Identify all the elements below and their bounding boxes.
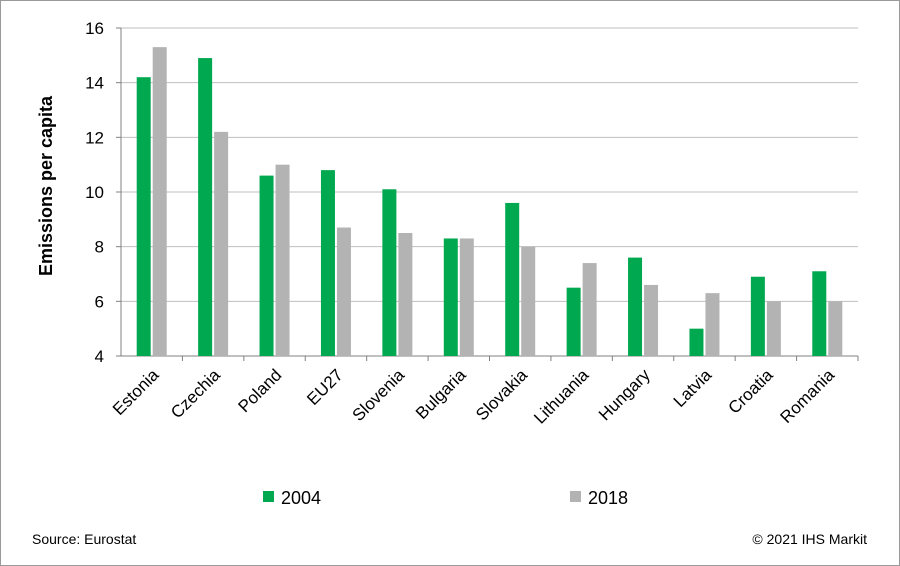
bar-2018-eu27 bbox=[336, 227, 351, 356]
bar-2004-czechia bbox=[198, 58, 213, 357]
bar-2018-romania bbox=[828, 301, 843, 356]
x-tick-label: Czechia bbox=[167, 365, 224, 422]
y-tick-label: 16 bbox=[85, 19, 104, 38]
bar-2018-hungary bbox=[644, 284, 659, 356]
bar-2004-slovakia bbox=[505, 202, 520, 356]
y-tick-labels: 4 6 8 10 12 14 16 bbox=[85, 19, 104, 366]
copyright-note: © 2021 IHS Markit bbox=[752, 531, 867, 547]
x-tick-label: Estonia bbox=[109, 365, 163, 419]
x-tick-labels: Estonia Czechia Poland EU27 Slovenia Bulgaria… bbox=[109, 365, 838, 428]
y-tick-label: 12 bbox=[85, 128, 104, 147]
bar-2004-croatia bbox=[750, 276, 765, 356]
bar-2004-poland bbox=[259, 175, 274, 356]
x-tick-label: Lithuania bbox=[530, 365, 593, 428]
bar-2004-lithuania bbox=[566, 287, 581, 356]
bar-2004-latvia bbox=[689, 328, 704, 356]
axes bbox=[116, 27, 859, 361]
bar-2018-latvia bbox=[705, 293, 720, 356]
y-tick-label: 8 bbox=[95, 238, 104, 257]
x-tick-label: Croatia bbox=[725, 365, 778, 418]
y-tick-label: 6 bbox=[95, 292, 104, 311]
bar-2004-eu27 bbox=[320, 170, 335, 356]
x-tick-label: Hungary bbox=[595, 365, 654, 424]
bar-2018-slovakia bbox=[521, 246, 536, 356]
legend-swatch-2004 bbox=[263, 491, 274, 502]
bar-2004-hungary bbox=[628, 257, 643, 356]
x-tick-label: Slovakia bbox=[472, 365, 531, 424]
x-tick-label: Romania bbox=[777, 365, 839, 427]
y-axis-label: Emissions per capita bbox=[36, 95, 56, 276]
bar-2018-bulgaria bbox=[459, 238, 474, 356]
bar-2018-czechia bbox=[214, 131, 229, 356]
legend-swatch-2018 bbox=[570, 491, 581, 502]
x-tick-label: Slovenia bbox=[349, 365, 409, 425]
bar-2018-slovenia bbox=[398, 233, 413, 356]
bar-2004-bulgaria bbox=[443, 238, 458, 356]
legend-label-2004: 2004 bbox=[281, 488, 321, 508]
bar-2004-estonia bbox=[136, 77, 151, 356]
y-tick-label: 4 bbox=[95, 347, 104, 366]
x-tick-label: Poland bbox=[235, 365, 286, 416]
grid bbox=[121, 27, 858, 302]
bar-2004-romania bbox=[812, 271, 827, 356]
bar-2004-slovenia bbox=[382, 189, 397, 356]
bar-2018-croatia bbox=[766, 301, 781, 356]
bar-2018-estonia bbox=[152, 47, 167, 357]
bar-2018-poland bbox=[275, 164, 290, 356]
bar-2018-lithuania bbox=[582, 263, 597, 356]
x-tick-label: Latvia bbox=[670, 365, 716, 411]
x-tick-label: Bulgaria bbox=[412, 365, 470, 423]
bars bbox=[136, 47, 843, 357]
source-note: Source: Eurostat bbox=[32, 531, 137, 547]
legend-label-2018: 2018 bbox=[588, 488, 628, 508]
legend: 2004 2018 bbox=[263, 488, 628, 508]
x-tick-label: EU27 bbox=[303, 365, 347, 409]
y-tick-label: 14 bbox=[85, 74, 104, 93]
y-tick-label: 10 bbox=[85, 183, 104, 202]
